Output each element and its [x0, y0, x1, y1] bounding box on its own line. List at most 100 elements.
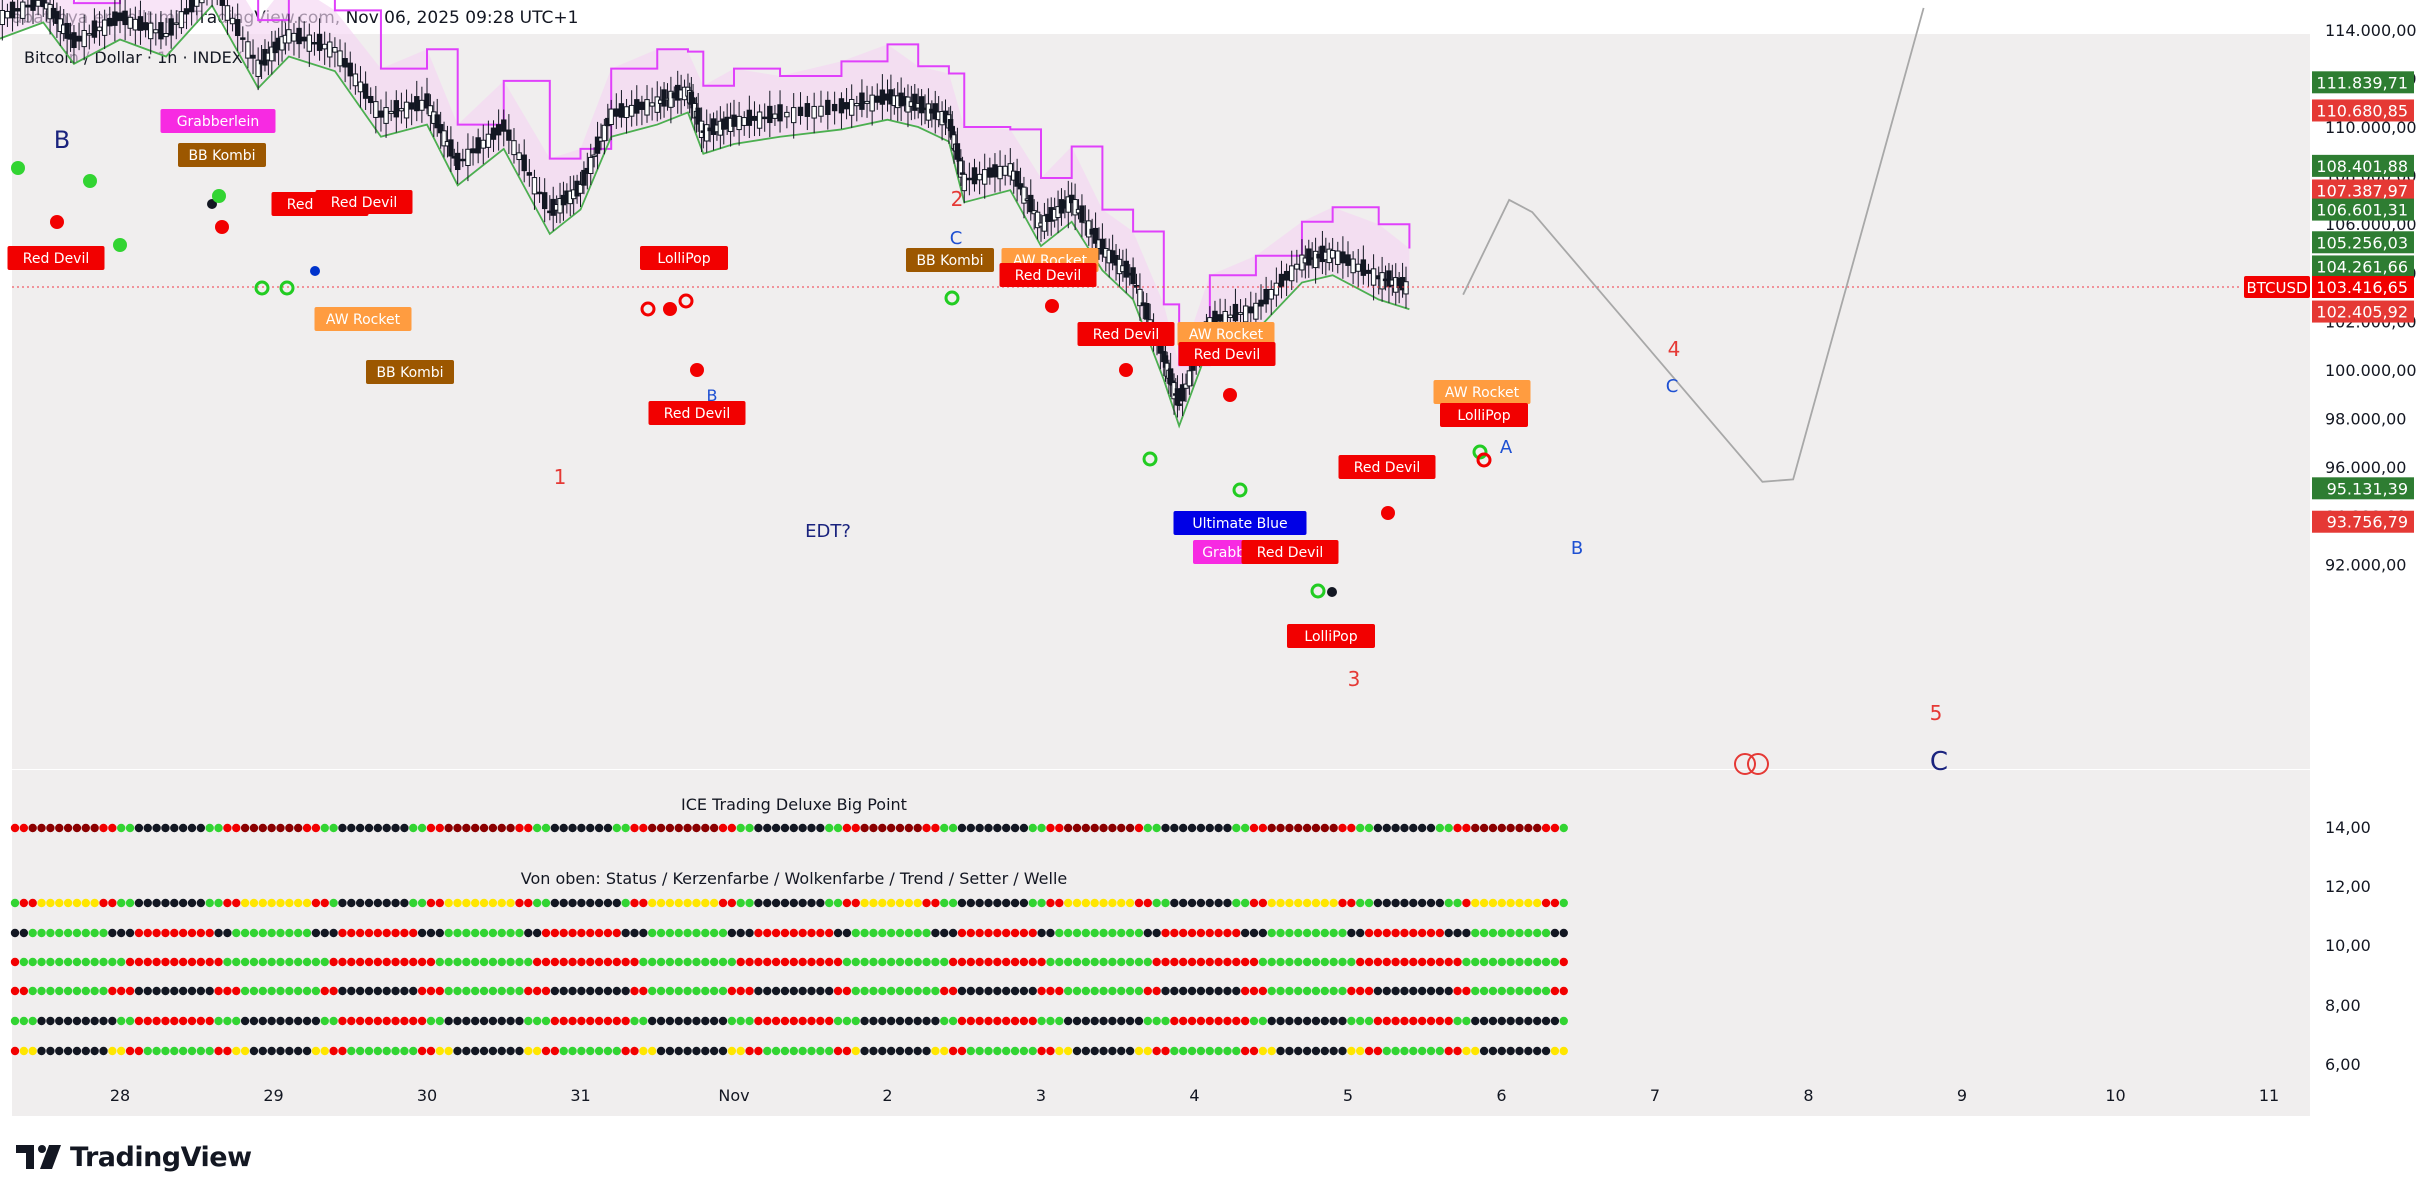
- indicator-dot: [745, 957, 754, 967]
- indicator-dot: [718, 898, 728, 908]
- indicator-dot: [895, 823, 905, 833]
- candle-down: [378, 110, 384, 118]
- indicator-dot: [665, 1016, 675, 1026]
- indicator-dot: [1444, 898, 1453, 908]
- indicator-dot: [692, 957, 701, 967]
- indicator-dot: [1099, 823, 1108, 833]
- indicator-dot: [409, 957, 418, 967]
- indicator-dot: [665, 823, 675, 833]
- indicator-dot: [541, 1016, 551, 1026]
- indicator-dot: [1294, 957, 1303, 967]
- indicator-dot: [922, 823, 931, 833]
- candle-down: [767, 105, 773, 124]
- indicator-dot: [125, 1046, 135, 1056]
- indicator-dot: [1347, 928, 1356, 938]
- indicator-dot: [1550, 1046, 1560, 1056]
- tradingview-logo[interactable]: TradingView: [16, 1140, 252, 1174]
- candle-up: [516, 152, 522, 161]
- indicator-dot: [46, 957, 55, 967]
- indicator-dot: [1302, 928, 1312, 938]
- indicator-dot: [1426, 1046, 1436, 1056]
- indicator-dot: [1417, 928, 1427, 938]
- indicator-dot: [223, 823, 232, 833]
- indicator-dot: [488, 928, 498, 938]
- indicator-dot: [99, 823, 108, 833]
- indicator-dot: [355, 986, 365, 996]
- indicator-dot: [444, 1016, 453, 1026]
- indicator-dot: [550, 1046, 560, 1056]
- indicator-dot: [1143, 1016, 1153, 1026]
- indicator-dot: [178, 986, 188, 996]
- wave-label: C: [950, 228, 963, 249]
- indicator-dot: [1462, 957, 1471, 967]
- indicator-dot: [329, 957, 338, 967]
- indicator-dot: [320, 898, 329, 908]
- indicator-dot: [81, 898, 91, 908]
- candle-down: [54, 11, 60, 24]
- indicator-dot: [294, 898, 303, 908]
- indicator-dot: [1364, 823, 1374, 833]
- indicator-dot: [302, 986, 312, 996]
- indicator-dot: [798, 986, 807, 996]
- indicator-dot: [134, 957, 144, 967]
- signal-dot-black: [207, 199, 217, 209]
- indicator-dot: [1143, 957, 1153, 967]
- indicator-dot: [1417, 823, 1427, 833]
- indicator-dot: [1108, 898, 1117, 908]
- candle-down: [639, 101, 645, 110]
- signal-label-text: Red Devil: [1257, 545, 1324, 561]
- candle-up: [127, 16, 133, 29]
- indicator-dot: [506, 823, 515, 833]
- candle-down: [91, 20, 98, 38]
- indicator-dot: [1249, 986, 1259, 996]
- indicator-dot: [1311, 986, 1321, 996]
- indicator-dot: [161, 898, 170, 908]
- candle-down: [1123, 260, 1129, 278]
- indicator-dot: [656, 957, 666, 967]
- indicator-dot: [825, 928, 834, 938]
- indicator-dot: [807, 1046, 816, 1056]
- indicator-dot: [373, 1016, 383, 1026]
- indicator-dot: [302, 898, 312, 908]
- indicator-dot: [842, 898, 852, 908]
- indicator-dot: [780, 823, 790, 833]
- candle-down: [825, 99, 831, 115]
- indicator-dot: [497, 957, 506, 967]
- indicator-dot: [1108, 1016, 1117, 1026]
- indicator-dot: [1320, 928, 1330, 938]
- indicator-dot: [515, 1016, 524, 1026]
- indicator-pane-background: [12, 770, 2310, 1116]
- indicator-dot: [1099, 1046, 1108, 1056]
- indicator-dot: [276, 957, 285, 967]
- indicator-dot: [586, 823, 595, 833]
- indicator-dot: [161, 957, 170, 967]
- indicator-dot: [453, 823, 462, 833]
- indicator-dot: [232, 1046, 241, 1056]
- candle-down: [1360, 259, 1367, 276]
- indicator-dot: [1090, 898, 1099, 908]
- indicator-dot: [621, 928, 630, 938]
- indicator-dot: [506, 1016, 515, 1026]
- indicator-dot: [1152, 928, 1161, 938]
- indicator-dot: [471, 928, 480, 938]
- indicator-dot: [833, 928, 843, 938]
- indicator-dot: [709, 1046, 719, 1056]
- indicator-dot: [1196, 1016, 1206, 1026]
- indicator-dot: [1488, 928, 1498, 938]
- indicator-dot: [559, 957, 568, 967]
- indicator-dot: [524, 898, 533, 908]
- indicator-dot: [709, 928, 719, 938]
- candle-down: [122, 10, 128, 26]
- indicator-dot: [117, 1046, 126, 1056]
- indicator-dot: [842, 928, 852, 938]
- indicator-dot: [1435, 957, 1445, 967]
- indicator-dot: [568, 928, 577, 938]
- indicator-dot: [1276, 1046, 1285, 1056]
- indicator-dot: [1055, 1016, 1064, 1026]
- indicator-dot: [984, 928, 993, 938]
- indicator-dot: [1002, 986, 1011, 996]
- indicator-dot: [187, 1016, 197, 1026]
- indicator-dot: [878, 823, 887, 833]
- indicator-dot: [656, 986, 666, 996]
